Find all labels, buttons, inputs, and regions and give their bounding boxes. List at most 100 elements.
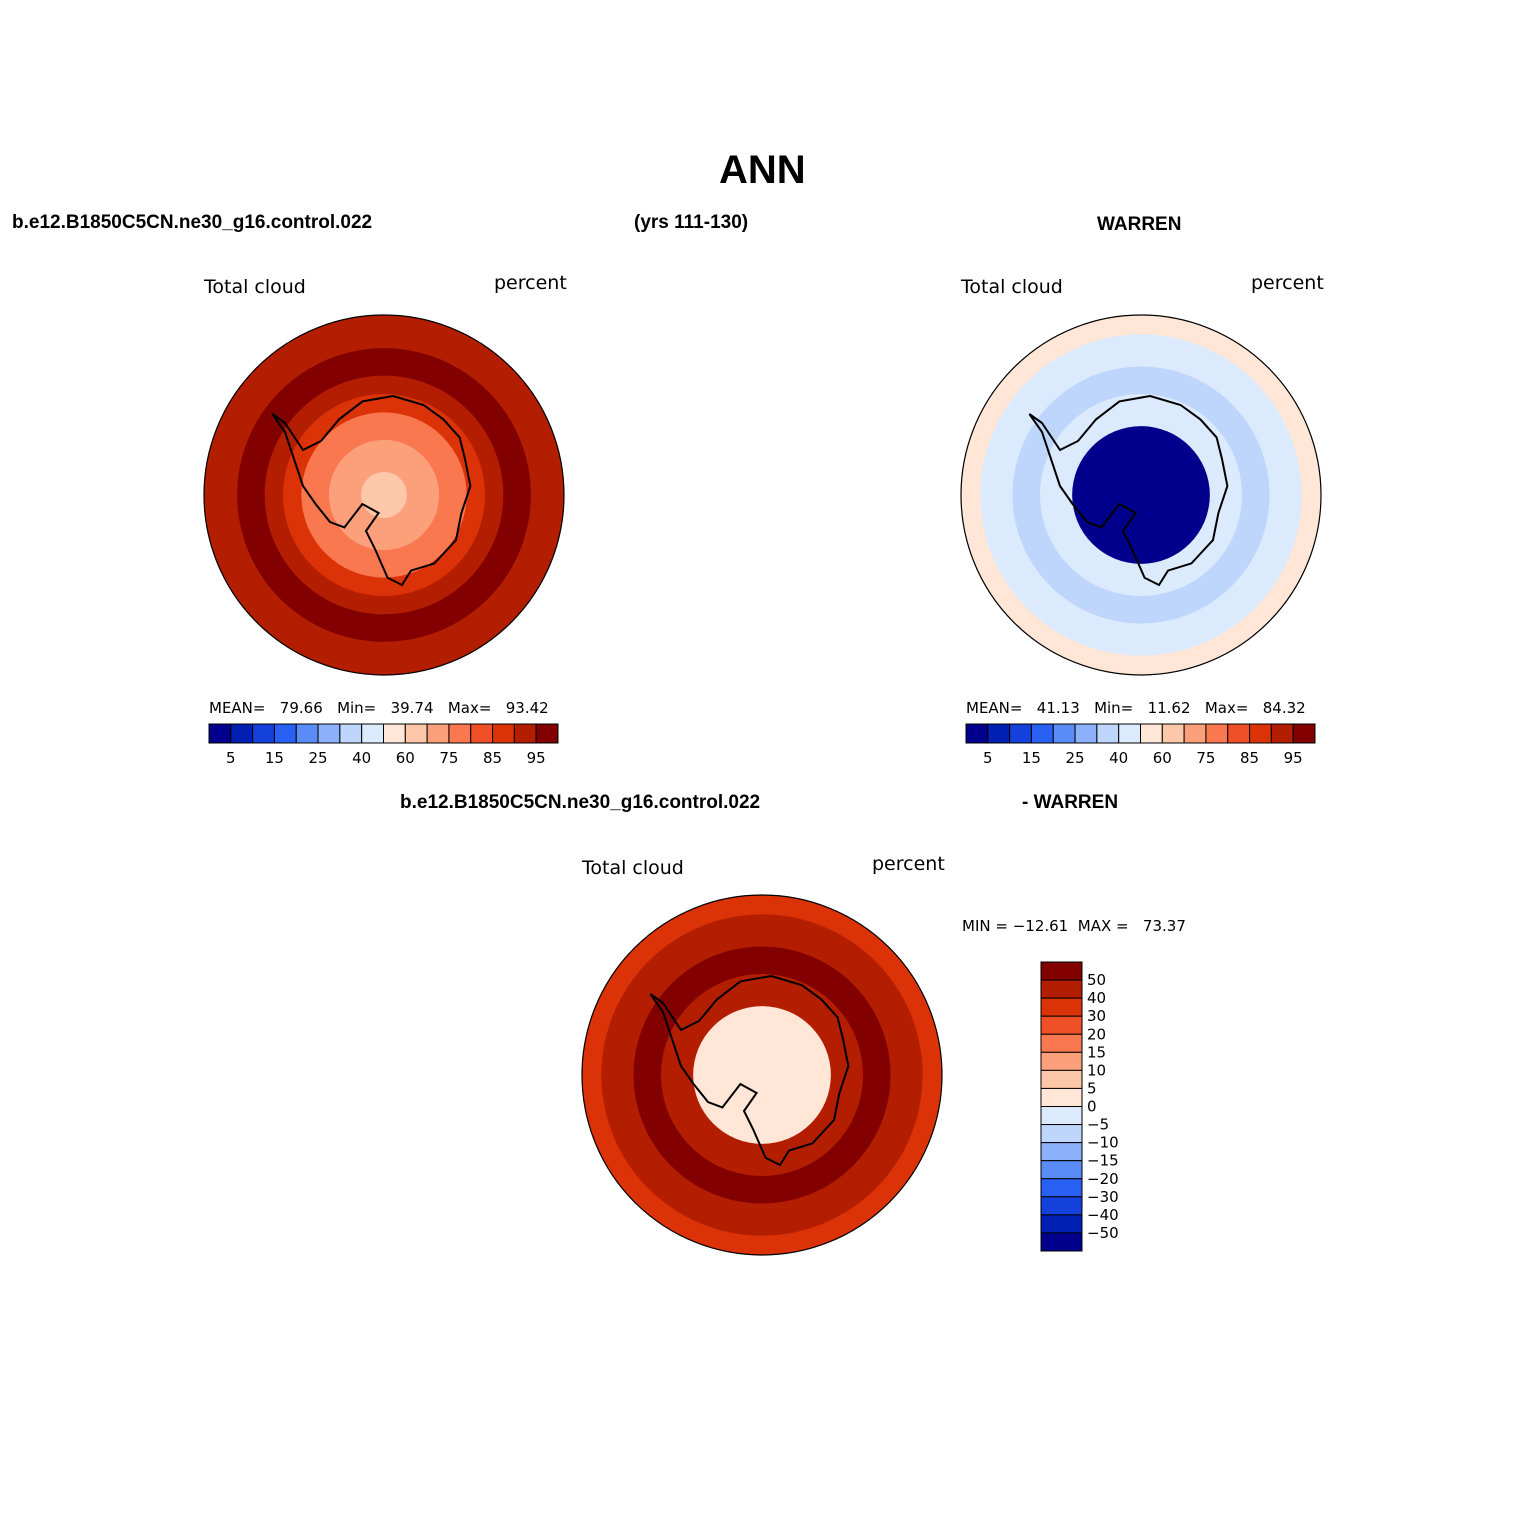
model-colorbar-tick-label: 5 <box>226 749 236 767</box>
model-colorbar-box <box>448 723 472 744</box>
diff-colorbar-box <box>1040 1160 1083 1180</box>
model-colorbar-box <box>383 723 406 744</box>
model-colorbar-tick-label: 15 <box>265 749 284 767</box>
obs-colorbar-box <box>1030 723 1054 744</box>
diff-colorbar-tick-label: −40 <box>1087 1206 1119 1224</box>
obs-colorbar-box <box>1009 723 1032 744</box>
model-max-value: 93.42 <box>505 699 549 717</box>
model-colorbar-tick-label: 60 <box>396 749 415 767</box>
diff-colorbar-box <box>1040 1087 1083 1107</box>
model-colorbar-box <box>317 723 341 744</box>
obs-colorbar-tick-label: 95 <box>1284 749 1303 767</box>
obs-colorbar-box <box>1227 723 1251 744</box>
diff-colorbar-tick-label: −10 <box>1087 1134 1119 1152</box>
model-max-label: Max= <box>447 699 492 717</box>
obs-stats: MEAN= 41.13 Min= 11.62 Max= 84.32 <box>966 699 1306 717</box>
model-colorbar-box <box>295 723 319 744</box>
model-colorbar-box <box>230 723 254 744</box>
model-colorbar-box <box>404 723 428 744</box>
obs-colorbar-box <box>1140 723 1163 744</box>
obs-colorbar-box <box>1052 723 1076 744</box>
model-colorbar-box <box>535 723 559 744</box>
diff-min-label: MIN = <box>962 917 1008 935</box>
diff-zone <box>739 1052 785 1098</box>
model-colorbar-tick-label: 40 <box>352 749 371 767</box>
diff-colorbar-box <box>1040 1033 1083 1053</box>
obs-colorbar-tick-label: 15 <box>1022 749 1041 767</box>
obs-map-border <box>960 314 1322 676</box>
diff-colorbar-tick-label: −20 <box>1087 1170 1119 1188</box>
model-panel-units-label: percent <box>494 272 567 294</box>
obs-colorbar-tick-label: 40 <box>1109 749 1128 767</box>
diff-colorbar-box <box>1040 961 1083 981</box>
obs-colorbar-box <box>987 723 1011 744</box>
model-colorbar-box <box>252 723 275 744</box>
model-colorbar-box <box>513 723 537 744</box>
diff-colorbar-box <box>1040 1232 1083 1252</box>
obs-max-label: Max= <box>1204 699 1249 717</box>
model-min-value: 39.74 <box>390 699 434 717</box>
obs-name-label: WARREN <box>1097 214 1182 235</box>
obs-colorbar-tick-label: 85 <box>1240 749 1259 767</box>
page-title: ANN <box>719 148 806 192</box>
model-min-label: Min= <box>337 699 377 717</box>
obs-colorbar-box <box>965 723 989 744</box>
obs-colorbar-box <box>1292 723 1316 744</box>
model-colorbar-box <box>273 723 297 744</box>
diff-panel-units-label: percent <box>872 853 945 875</box>
diff-colorbar-tick-label: 40 <box>1087 989 1106 1007</box>
model-stats: MEAN= 79.66 Min= 39.74 Max= 93.42 <box>209 699 549 717</box>
model-map-border <box>203 314 565 676</box>
obs-colorbar-box <box>1249 723 1272 744</box>
diff-colorbar-tick-label: −5 <box>1087 1116 1109 1134</box>
obs-panel-variable-label: Total cloud <box>961 276 1063 298</box>
model-colorbar-box <box>492 723 515 744</box>
diff-map-border <box>581 894 943 1256</box>
obs-mean-label: MEAN= <box>966 699 1023 717</box>
diff-colorbar-tick-label: 5 <box>1087 1079 1097 1097</box>
diff-stats: MIN = −12.61 MAX = 73.37 <box>962 917 1186 935</box>
diff-colorbar-tick-label: 10 <box>1087 1061 1106 1079</box>
diff-case-label: b.e12.B1850C5CN.ne30_g16.control.022 <box>400 792 761 813</box>
model-colorbar-tick-label: 75 <box>439 749 458 767</box>
diff-max-label: MAX = <box>1077 917 1129 935</box>
obs-colorbar-box <box>1074 723 1098 744</box>
model-colorbar-box <box>426 723 450 744</box>
diff-colorbar-tick-label: −15 <box>1087 1152 1119 1170</box>
obs-colorbar-box <box>1270 723 1294 744</box>
obs-colorbar: 5 15 25 40 60 75 85 95 <box>965 723 1316 767</box>
diff-colorbar-tick-label: 50 <box>1087 971 1106 989</box>
diff-colorbar-tick-label: −30 <box>1087 1188 1119 1206</box>
obs-colorbar-box <box>1205 723 1229 744</box>
diff-colorbar-box <box>1040 1106 1083 1126</box>
obs-max-value: 84.32 <box>1262 699 1306 717</box>
diff-colorbar-tick-label: 20 <box>1087 1025 1106 1043</box>
diff-colorbar-tick-label: −50 <box>1087 1224 1119 1242</box>
model-colorbar-box <box>339 723 363 744</box>
diff-colorbar-box <box>1040 1196 1083 1216</box>
obs-colorbar-tick-label: 25 <box>1066 749 1085 767</box>
diff-panel-variable-label: Total cloud <box>582 857 684 879</box>
model-colorbar-box <box>470 723 494 744</box>
diff-colorbar-box <box>1040 1015 1083 1035</box>
diff-colorbar-box <box>1040 997 1083 1017</box>
model-colorbar-tick-label: 85 <box>483 749 502 767</box>
diff-colorbar-tick-label: 0 <box>1087 1098 1097 1116</box>
diff-max-value: 73.37 <box>1142 917 1186 935</box>
obs-colorbar-box <box>1118 723 1141 744</box>
model-colorbar-tick-label: 25 <box>309 749 328 767</box>
obs-min-label: Min= <box>1094 699 1134 717</box>
diff-colorbar-box <box>1040 1214 1083 1234</box>
obs-colorbar-tick-label: 75 <box>1196 749 1215 767</box>
obs-map <box>960 314 1322 676</box>
diff-obs-label: - WARREN <box>1022 792 1119 813</box>
obs-colorbar-tick-label: 60 <box>1153 749 1172 767</box>
model-panel-variable-label: Total cloud <box>204 276 306 298</box>
model-mean-label: MEAN= <box>209 699 266 717</box>
obs-colorbar-box <box>1096 723 1120 744</box>
model-colorbar-tick-label: 95 <box>527 749 546 767</box>
obs-panel-units-label: percent <box>1251 272 1324 294</box>
diff-colorbar-box <box>1040 1069 1083 1089</box>
